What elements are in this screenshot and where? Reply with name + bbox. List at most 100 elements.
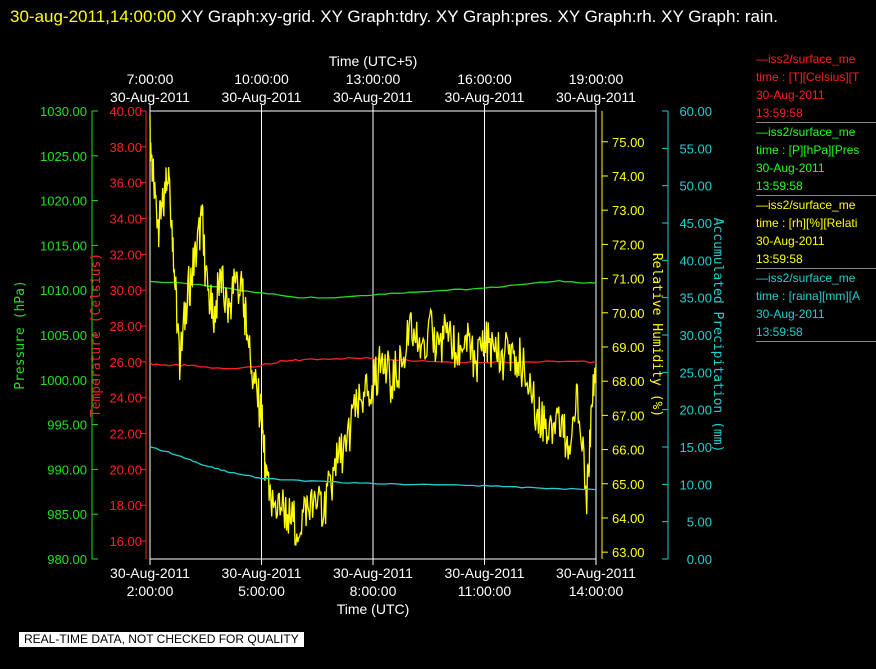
legend-source: —iss2/surface_me <box>756 125 856 139</box>
precip-tick-label: 20.00 <box>679 403 712 418</box>
temperature-tick-label: 36.00 <box>109 176 142 191</box>
x-top-tick-label-time: 10:00:00 <box>234 71 289 87</box>
humidity-axis-title: Relative Humidity (%) <box>649 253 664 417</box>
series-line-temperature <box>149 356 597 370</box>
humidity-tick-label: 63.00 <box>612 545 645 560</box>
precip-tick-label: 40.00 <box>679 253 712 268</box>
humidity-tick-label: 66.00 <box>612 443 645 458</box>
precip-tick-label: 60.00 <box>679 104 712 119</box>
x-tick-label-date: 30-Aug-2011 <box>333 565 413 581</box>
temperature-tick-label: 22.00 <box>109 427 142 442</box>
x-tick-label-time: 5:00:00 <box>238 583 285 599</box>
x-top-tick-label-time: 19:00:00 <box>569 71 624 87</box>
series-line-pressure <box>149 279 597 299</box>
precip-tick-label: 10.00 <box>679 477 712 492</box>
humidity-tick-label: 74.00 <box>612 169 645 184</box>
legend-date: 30-Aug-2011 <box>756 307 825 321</box>
humidity-tick-label: 65.00 <box>612 477 645 492</box>
legend-field: time : [P][hPa][Pres <box>756 143 860 157</box>
precip-tick-label: 45.00 <box>679 216 712 231</box>
humidity-tick-label: 73.00 <box>612 203 645 218</box>
legend-time: 13:59:58 <box>756 106 803 120</box>
temperature-tick-label: 30.00 <box>109 283 142 298</box>
legend-field: time : [rh][%][Relati <box>756 216 858 230</box>
temperature-tick-label: 40.00 <box>109 104 142 119</box>
x-tick-label-date: 30-Aug-2011 <box>110 565 190 581</box>
header-title: 30-aug-2011,14:00:00 XY Graph:xy-grid. X… <box>10 3 870 30</box>
temperature-tick-label: 38.00 <box>109 140 142 155</box>
temperature-tick-label: 34.00 <box>109 212 142 227</box>
series-line-precip <box>149 446 597 491</box>
x-top-tick-label-date: 30-Aug-2011 <box>222 89 302 105</box>
x-tick-label-time: 14:00:00 <box>569 583 624 599</box>
x-top-tick-label-time: 13:00:00 <box>346 71 401 87</box>
x-tick-label-date: 30-Aug-2011 <box>556 565 636 581</box>
temperature-tick-label: 32.00 <box>109 247 142 262</box>
x-top-tick-label-time: 7:00:00 <box>127 71 174 87</box>
temperature-tick-label: 24.00 <box>109 391 142 406</box>
x-axis-title-top: Time (UTC+5) <box>329 53 418 69</box>
humidity-tick-label: 70.00 <box>612 306 645 321</box>
legend-date: 30-Aug-2011 <box>756 234 825 248</box>
pressure-tick-label: 1020.00 <box>40 194 87 209</box>
legend-time: 13:59:58 <box>756 179 803 193</box>
temperature-tick-label: 28.00 <box>109 319 142 334</box>
precip-tick-label: 30.00 <box>679 328 712 343</box>
legend-field: time : [raina][mm][A <box>756 289 861 303</box>
pressure-tick-label: 980.00 <box>47 552 87 567</box>
precip-tick-label: 50.00 <box>679 179 712 194</box>
legend-source: —iss2/surface_me <box>756 271 856 285</box>
x-top-tick-label-time: 16:00:00 <box>457 71 512 87</box>
temperature-axis-title: Temperature (Celsius) <box>89 253 104 417</box>
precip-tick-label: 55.00 <box>679 141 712 156</box>
pressure-axis-title: Pressure (hPa) <box>13 280 28 390</box>
temperature-tick-label: 16.00 <box>109 534 142 549</box>
temperature-tick-label: 26.00 <box>109 355 142 370</box>
pressure-tick-label: 1005.00 <box>40 328 87 343</box>
x-tick-label-date: 30-Aug-2011 <box>222 565 302 581</box>
temperature-tick-label: 18.00 <box>109 498 142 513</box>
legend-field: time : [T][Celsius][T <box>756 70 860 84</box>
humidity-tick-label: 72.00 <box>612 237 645 252</box>
precip-tick-label: 0.00 <box>687 552 712 567</box>
pressure-tick-label: 985.00 <box>47 507 87 522</box>
legend-source: —iss2/surface_me <box>756 52 856 66</box>
x-top-tick-label-date: 30-Aug-2011 <box>445 89 525 105</box>
header-graph-list: XY Graph:xy-grid. XY Graph:tdry. XY Grap… <box>176 7 778 26</box>
pressure-tick-label: 1000.00 <box>40 373 87 388</box>
humidity-tick-label: 67.00 <box>612 408 645 423</box>
quality-stamp: REAL-TIME DATA, NOT CHECKED FOR QUALITY <box>19 632 304 647</box>
humidity-tick-label: 64.00 <box>612 511 645 526</box>
x-tick-label-time: 8:00:00 <box>350 583 397 599</box>
legend-source: —iss2/surface_me <box>756 198 856 212</box>
precip-tick-label: 35.00 <box>679 291 712 306</box>
pressure-tick-label: 990.00 <box>47 462 87 477</box>
legend: —iss2/surface_me time : [T][Celsius][T 30-… <box>756 50 876 342</box>
humidity-tick-label: 71.00 <box>612 272 645 287</box>
humidity-tick-label: 69.00 <box>612 340 645 355</box>
legend-time: 13:59:58 <box>756 252 803 266</box>
humidity-tick-label: 75.00 <box>612 135 645 150</box>
x-tick-label-date: 30-Aug-2011 <box>445 565 525 581</box>
pressure-tick-label: 995.00 <box>47 418 87 433</box>
pressure-tick-label: 1025.00 <box>40 149 87 164</box>
series-line-humidity <box>149 114 597 546</box>
x-tick-label-time: 2:00:00 <box>127 583 174 599</box>
x-tick-label-time: 11:00:00 <box>458 583 512 599</box>
precip-axis-title: Accumulated Precipitation (mm) <box>710 218 725 453</box>
legend-date: 30-Aug-2011 <box>756 88 825 102</box>
pressure-tick-label: 1030.00 <box>40 104 87 119</box>
legend-time: 13:59:58 <box>756 325 803 339</box>
precip-tick-label: 5.00 <box>687 515 712 530</box>
pressure-tick-label: 1010.00 <box>40 283 87 298</box>
legend-date: 30-Aug-2011 <box>756 161 825 175</box>
x-top-tick-label-date: 30-Aug-2011 <box>110 89 190 105</box>
x-top-tick-label-date: 30-Aug-2011 <box>333 89 413 105</box>
pressure-tick-label: 1015.00 <box>40 238 87 253</box>
precip-tick-label: 25.00 <box>679 365 712 380</box>
